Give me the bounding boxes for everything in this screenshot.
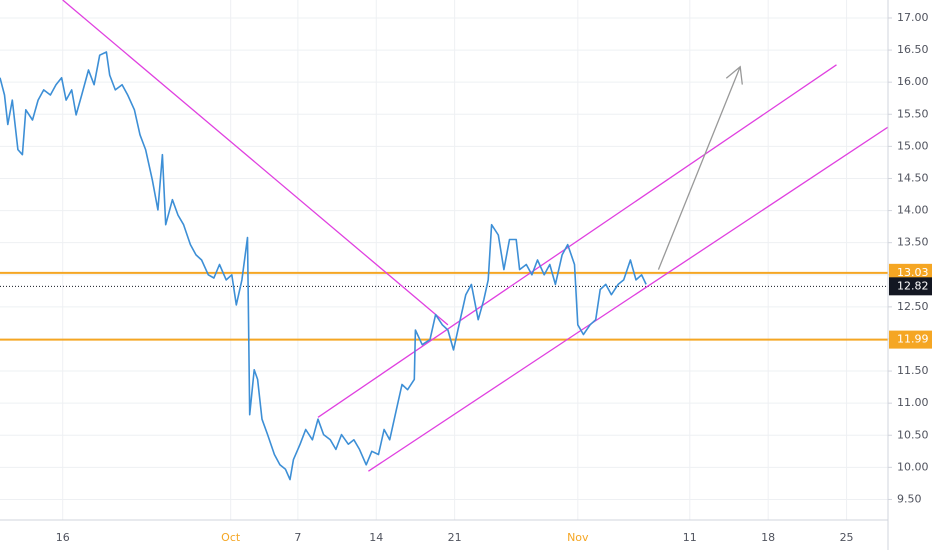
last-price-label: 12.82: [897, 279, 929, 292]
x-tick-label: 14: [369, 531, 383, 544]
x-tick-label: 7: [294, 531, 301, 544]
price-label-box: [889, 330, 932, 349]
y-tick-label: 14.50: [897, 171, 929, 184]
y-tick-label: 11.00: [897, 396, 929, 409]
trend-line: [368, 126, 889, 472]
price-label: 13.03: [897, 266, 929, 279]
y-tick-label: 17.00: [897, 11, 929, 24]
last-price-box: [889, 277, 932, 296]
trend-line: [317, 64, 837, 418]
y-tick-label: 12.50: [897, 300, 929, 313]
y-tick-label: 11.50: [897, 364, 929, 377]
x-tick-label: 25: [840, 531, 854, 544]
plot: [0, 0, 889, 481]
x-tick-label: 11: [683, 531, 697, 544]
arrow-line: [657, 66, 741, 270]
y-tick-label: 10.50: [897, 428, 929, 441]
x-tick-label: 18: [761, 531, 775, 544]
y-tick-label: 10.00: [897, 460, 929, 473]
y-tick-label: 16.50: [897, 43, 929, 56]
y-tick-label: 15.50: [897, 107, 929, 120]
x-tick-label: 16: [56, 531, 70, 544]
y-tick-label: 14.00: [897, 204, 929, 217]
price-line: [0, 51, 647, 481]
axes: 9.5010.0010.5011.0011.5012.0012.5013.001…: [56, 11, 932, 544]
grid: [0, 0, 888, 520]
y-tick-label: 13.50: [897, 236, 929, 249]
x-tick-label: Nov: [567, 531, 589, 544]
price-label: 11.99: [897, 333, 929, 346]
y-tick-label: 16.00: [897, 75, 929, 88]
y-tick-label: 15.00: [897, 139, 929, 152]
y-tick-label: 9.50: [897, 492, 922, 505]
x-tick-label: Oct: [221, 531, 241, 544]
x-tick-label: 21: [448, 531, 462, 544]
trend-line: [62, 0, 449, 326]
arrow-head: [725, 65, 743, 85]
